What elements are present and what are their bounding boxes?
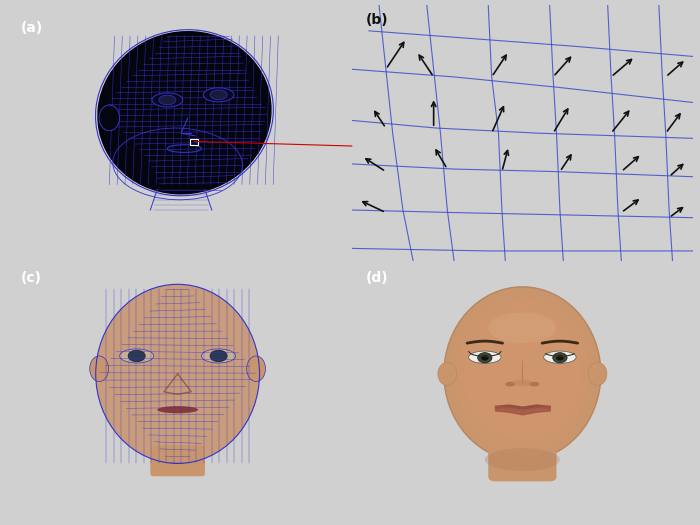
Text: (d): (d) [365, 271, 388, 286]
Ellipse shape [210, 90, 227, 100]
Ellipse shape [529, 382, 540, 386]
Ellipse shape [202, 349, 236, 363]
Ellipse shape [128, 350, 145, 362]
Ellipse shape [553, 353, 567, 363]
Ellipse shape [246, 356, 265, 382]
Ellipse shape [120, 349, 154, 363]
Ellipse shape [485, 448, 560, 471]
Ellipse shape [481, 355, 489, 361]
Ellipse shape [438, 362, 456, 385]
Ellipse shape [210, 350, 227, 362]
Ellipse shape [97, 31, 272, 195]
Ellipse shape [203, 88, 234, 102]
Text: (b): (b) [365, 13, 388, 27]
Text: (c): (c) [21, 271, 42, 286]
Ellipse shape [588, 362, 607, 385]
Ellipse shape [96, 285, 260, 464]
Text: (a): (a) [21, 20, 43, 35]
Ellipse shape [505, 382, 515, 386]
Bar [190, 139, 198, 145]
FancyBboxPatch shape [150, 446, 205, 476]
Ellipse shape [512, 380, 533, 386]
Ellipse shape [556, 355, 564, 361]
Ellipse shape [152, 93, 183, 107]
Ellipse shape [544, 351, 576, 363]
Ellipse shape [157, 406, 198, 413]
Ellipse shape [444, 287, 601, 461]
Ellipse shape [99, 105, 120, 131]
Ellipse shape [90, 356, 108, 382]
Ellipse shape [468, 351, 501, 363]
Ellipse shape [159, 95, 176, 105]
FancyBboxPatch shape [488, 446, 556, 481]
Ellipse shape [477, 353, 492, 363]
Ellipse shape [489, 312, 556, 343]
